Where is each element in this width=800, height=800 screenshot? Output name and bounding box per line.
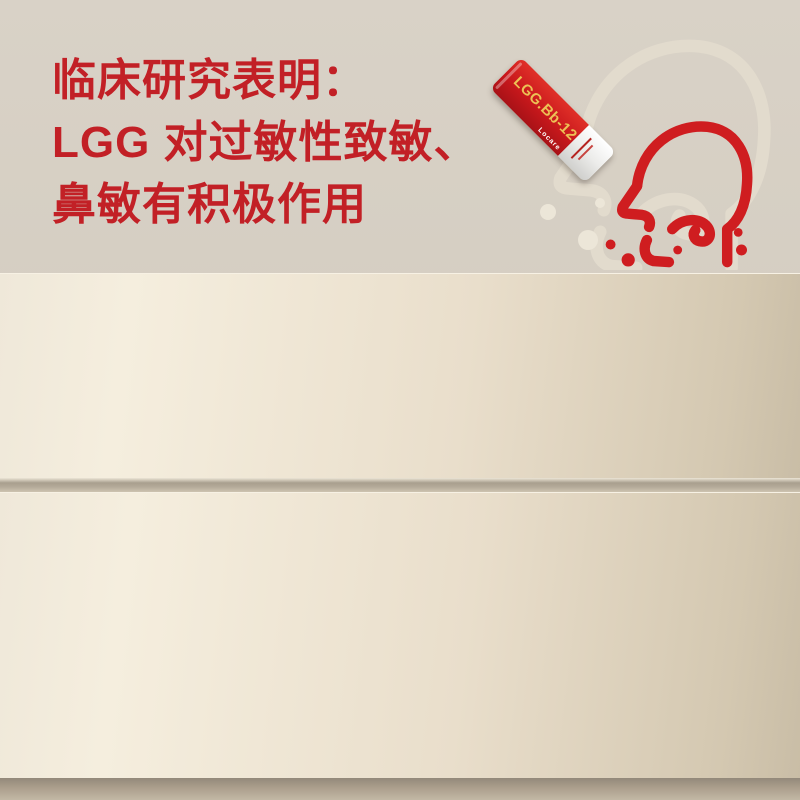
bar-chart-panel: LGG 安慰剂 吸入性过敏原 敏感种类 01020起始期6 个月2 个月 膳食补…: [0, 273, 800, 734]
sneezing-head-illustration: [540, 20, 800, 270]
bottom-shadow-strip: [0, 778, 800, 800]
title-line-3: 鼻敏有积极作用: [52, 180, 367, 229]
panel-divider: [0, 478, 800, 492]
title-line-2: LGG 对过敏性致敏、: [52, 118, 479, 167]
hero-section: 临床研究表明： LGG 对过敏性致敏、 鼻敏有积极作用: [0, 0, 800, 273]
title-line-1: 临床研究表明：: [52, 56, 367, 105]
page-title: 临床研究表明： LGG 对过敏性致敏、 鼻敏有积极作用: [52, 50, 479, 236]
line-chart-panel: 过敏性鼻炎 鼻塞 降低季节性过敏原引起的鼻炎症状 - 成人00.511.5202…: [0, 492, 800, 779]
